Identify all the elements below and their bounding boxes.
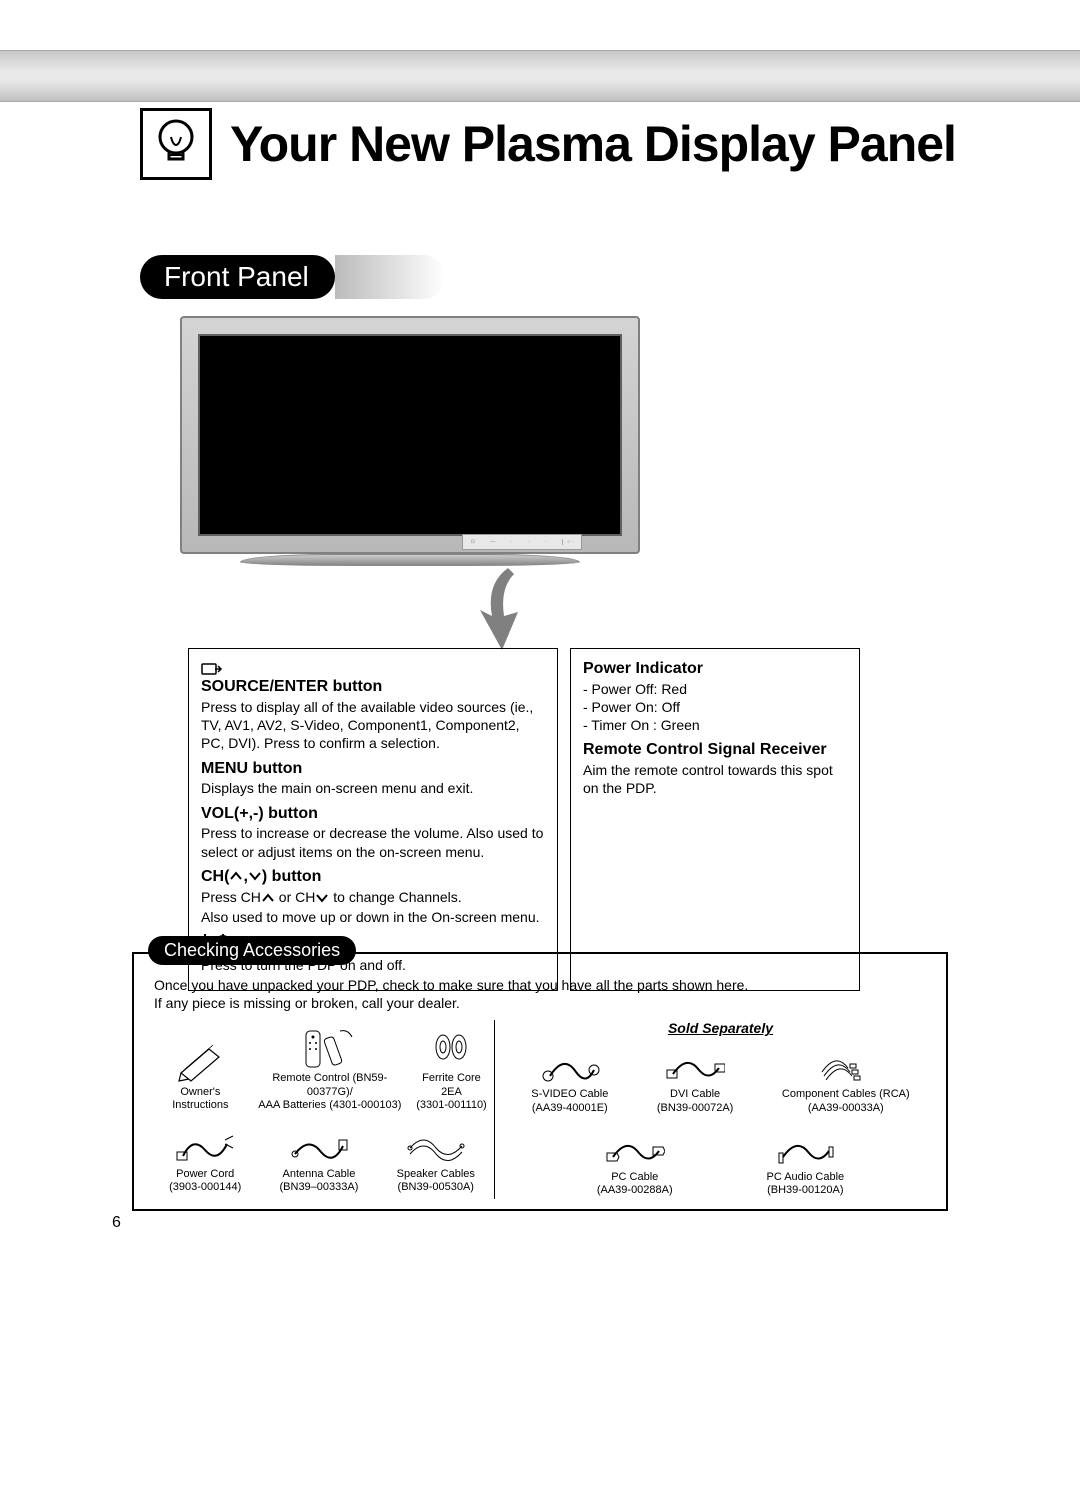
accessory-part-number: (BN39-00072A) [657,1102,733,1115]
accessory-item: DVI Cable(BN39-00072A) [653,1042,737,1116]
accessory-part-number: (BN39-00530A) [398,1181,474,1194]
source-enter-block: SOURCE/ENTER button Press to display all… [201,659,545,753]
page-title: Your New Plasma Display Panel [230,115,956,173]
accessory-part-number: (AA39-00033A) [808,1102,884,1115]
accessory-label: Antenna Cable [283,1168,356,1181]
accessory-part-number: (BN39–00333A) [280,1181,359,1194]
accessory-item: Speaker Cables(BN39-00530A) [393,1122,479,1196]
vol-block: VOL(+,-) button Press to increase or dec… [201,804,545,861]
accessory-sketch-icon [816,1044,876,1088]
page-title-row: Your New Plasma Display Panel [140,108,956,180]
sold-separately-label: Sold Separately [507,1020,934,1036]
tv-front-buttons-panel: ⊡—···○ · [462,534,582,550]
accessory-label: Remote Control (BN59-00377G)/ [255,1072,405,1098]
pi-l1: - Power Off: Red [583,681,687,697]
page-number: 6 [112,1214,121,1232]
accessories-intro: Once you have unpacked your PDP, check t… [134,976,946,1020]
remote-text: Aim the remote control towards this spot… [583,762,833,796]
source-heading: SOURCE/ENTER button [201,678,382,695]
tv-illustration: ⊡—···○ · [180,316,640,566]
accessory-item: PC Cable(AA39-00288A) [593,1125,677,1199]
ch-line2: Also used to move up or down in the On-s… [201,909,540,925]
accessory-sketch-icon [540,1044,600,1088]
menu-block: MENU button Displays the main on-screen … [201,759,545,798]
pi-l3: - Timer On : Green [583,717,700,733]
pi-l2: - Power On: Off [583,699,680,715]
tv-screen [198,334,622,536]
accessory-item: S-VIDEO Cable(AA39-40001E) [527,1042,612,1116]
accessory-label: Owner's Instructions [154,1086,247,1112]
section-heading-front-panel: Front Panel [140,254,335,300]
chevron-up-icon [229,867,243,888]
lightbulb-icon [140,108,212,180]
accessory-sketch-icon [175,1036,225,1086]
vol-heading: VOL(+,-) button [201,805,318,822]
sold-separately-accessories: Sold Separately S-VIDEO Cable(AA39-40001… [494,1020,946,1199]
accessory-label: Power Cord [176,1168,234,1181]
section-label: Front Panel [164,261,309,292]
arrow-down-icon [478,564,538,654]
accessory-label: DVI Cable [670,1088,720,1101]
ch-line1-pre: Press CH [201,889,261,905]
accessory-item: Ferrite Core 2EA(3301-001110) [409,1020,494,1114]
accessory-item: Owner's Instructions [150,1034,251,1114]
header-gradient-band [0,50,1080,102]
accessories-section: Checking Accessories Once you have unpac… [132,952,948,1211]
accessory-sketch-icon [406,1124,466,1168]
accessory-part-number: AAA Batteries (4301-000103) [258,1099,401,1112]
accessory-label: PC Cable [611,1171,658,1184]
remote-receiver-block: Remote Control Signal Receiver Aim the r… [583,740,847,797]
chevron-up-icon [261,889,275,907]
power-indicator-heading: Power Indicator [583,660,703,677]
accessory-sketch-icon [175,1124,235,1168]
accessory-label: Component Cables (RCA) [782,1088,910,1101]
accessory-part-number: (BH39-00120A) [767,1184,843,1197]
right-description-column: Power Indicator - Power Off: Red - Power… [570,648,860,991]
source-icon [201,660,223,676]
accessory-sketch-icon [429,1022,473,1072]
accessory-label: Speaker Cables [397,1168,475,1181]
accessory-part-number: (3301-001110) [416,1099,487,1112]
menu-text: Displays the main on-screen menu and exi… [201,780,473,796]
accessory-part-number: (AA39-00288A) [597,1184,673,1197]
source-text: Press to display all of the available vi… [201,699,533,751]
accessory-part-number: (AA39-40001E) [532,1102,608,1115]
accessory-label: S-VIDEO Cable [531,1088,608,1101]
ch-heading-pre: CH( [201,868,229,885]
power-indicator-block: Power Indicator - Power Off: Red - Power… [583,659,847,734]
accessory-item: Power Cord(3903-000144) [165,1122,245,1196]
chevron-down-icon [248,867,262,888]
accessory-item: PC Audio Cable(BH39-00120A) [762,1125,848,1199]
menu-heading: MENU button [201,760,302,777]
accessories-heading: Checking Accessories [148,936,356,965]
ch-block: CH(,) button Press CH or CH to change Ch… [201,867,545,926]
ch-line1-mid: or CH [275,889,315,905]
included-accessories: Owner's InstructionsRemote Control (BN59… [134,1020,494,1199]
remote-heading: Remote Control Signal Receiver [583,741,827,758]
accessory-sketch-icon [300,1022,360,1072]
accessory-item: Component Cables (RCA)(AA39-00033A) [778,1042,914,1116]
accessory-sketch-icon [665,1044,725,1088]
accessory-part-number: (3903-000144) [169,1181,241,1194]
accessory-label: PC Audio Cable [766,1171,844,1184]
ch-heading-post: ) button [262,868,322,885]
accessory-sketch-icon [775,1127,835,1171]
accessory-label: Ferrite Core 2EA [413,1072,490,1098]
vol-text: Press to increase or decrease the volume… [201,825,543,859]
accessory-sketch-icon [605,1127,665,1171]
ch-line1-post: to change Channels. [329,889,461,905]
chevron-down-icon [315,889,329,907]
accessory-item: Antenna Cable(BN39–00333A) [276,1122,363,1196]
accessory-sketch-icon [289,1124,349,1168]
accessory-item: Remote Control (BN59-00377G)/AAA Batteri… [251,1020,409,1114]
